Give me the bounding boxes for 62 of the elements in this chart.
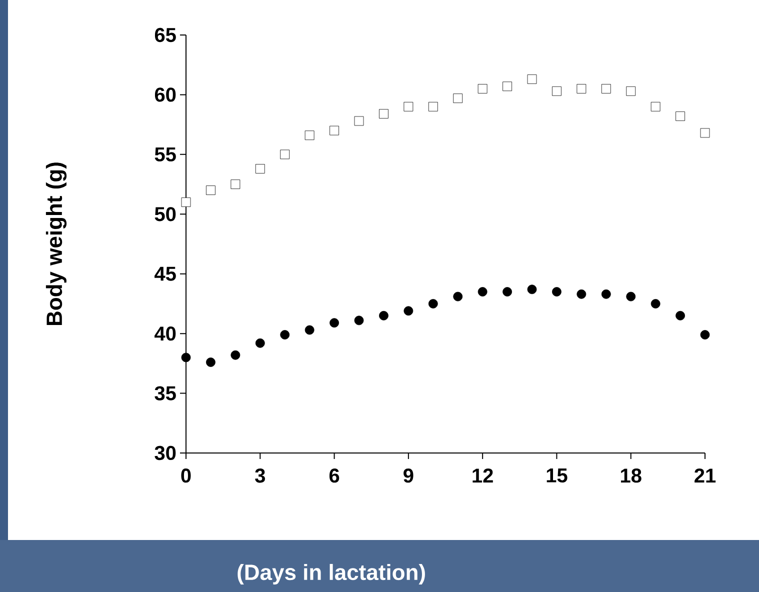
point bbox=[181, 352, 191, 362]
x-tick-label: 0 bbox=[181, 468, 191, 483]
point bbox=[404, 306, 414, 316]
x-tick-label: 18 bbox=[620, 468, 642, 483]
point bbox=[576, 84, 586, 94]
point bbox=[700, 128, 710, 138]
point bbox=[576, 289, 586, 299]
point bbox=[181, 198, 191, 207]
point bbox=[527, 284, 537, 294]
point bbox=[502, 82, 512, 92]
x-tick-label: 15 bbox=[546, 468, 568, 482]
y-tick-label: 60 bbox=[154, 88, 176, 102]
point bbox=[700, 330, 710, 340]
point bbox=[453, 292, 463, 302]
point bbox=[304, 325, 314, 335]
x-tick-label: 6 bbox=[329, 468, 340, 483]
x-tick-label: 3 bbox=[255, 468, 265, 483]
y-tick-label: 40 bbox=[154, 326, 176, 341]
point bbox=[626, 292, 636, 302]
point bbox=[552, 86, 562, 96]
point bbox=[428, 299, 438, 308]
x-tick-label: 12 bbox=[472, 468, 493, 482]
point bbox=[206, 186, 216, 195]
point bbox=[502, 287, 512, 296]
point bbox=[255, 164, 265, 174]
point bbox=[601, 289, 611, 299]
x-axis-title: (Days in lactation) bbox=[238, 564, 425, 584]
point bbox=[527, 74, 537, 84]
point bbox=[230, 180, 240, 189]
x-tick-label: 21 bbox=[694, 468, 716, 482]
x-tick-label: 9 bbox=[404, 468, 414, 483]
point bbox=[478, 84, 488, 94]
point bbox=[404, 102, 414, 112]
point bbox=[354, 116, 364, 126]
point bbox=[601, 84, 611, 94]
point bbox=[280, 330, 290, 340]
y-tick-label: 45 bbox=[154, 266, 176, 281]
point bbox=[206, 358, 216, 367]
point bbox=[626, 86, 636, 96]
y-axis-title: Body weight (g) bbox=[46, 162, 67, 326]
point bbox=[650, 102, 660, 112]
point bbox=[676, 112, 685, 121]
y-tick-label: 50 bbox=[154, 207, 176, 222]
point bbox=[280, 150, 290, 160]
point bbox=[478, 287, 488, 296]
point bbox=[379, 310, 388, 320]
point bbox=[230, 350, 240, 360]
y-tick-label: 35 bbox=[154, 386, 176, 400]
point bbox=[304, 130, 314, 140]
y-tick-label: 55 bbox=[154, 147, 176, 162]
point bbox=[453, 94, 463, 103]
point bbox=[255, 338, 265, 348]
point bbox=[428, 102, 438, 112]
point bbox=[676, 310, 685, 320]
point bbox=[379, 109, 388, 119]
y-tick-label: 30 bbox=[154, 446, 176, 460]
point bbox=[552, 287, 562, 296]
y-tick-label: 65 bbox=[154, 28, 176, 42]
point bbox=[650, 299, 660, 308]
point bbox=[330, 318, 339, 328]
point bbox=[330, 126, 339, 136]
point bbox=[354, 316, 364, 326]
